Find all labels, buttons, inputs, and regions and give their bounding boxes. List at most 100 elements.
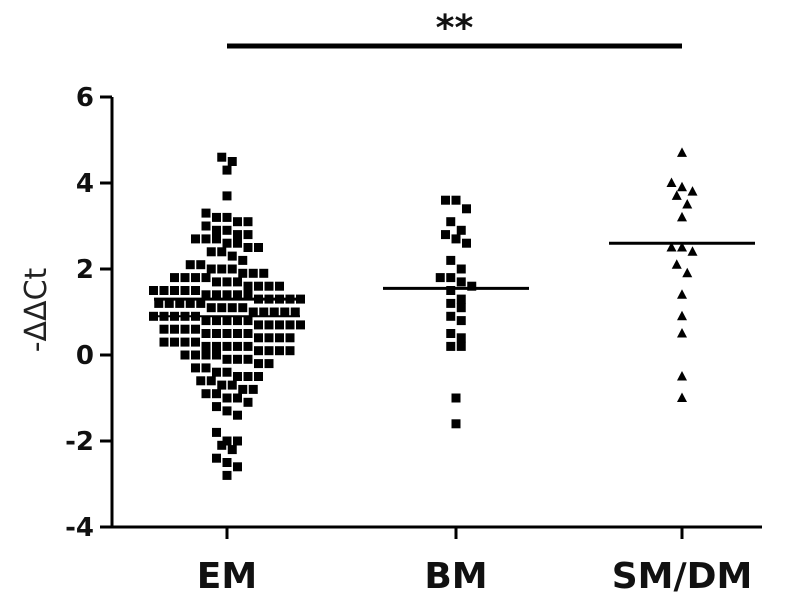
data-point bbox=[170, 337, 179, 347]
data-point bbox=[446, 298, 456, 308]
data-point bbox=[243, 354, 253, 364]
y-tick-label: -4 bbox=[65, 513, 94, 543]
data-point bbox=[275, 333, 284, 343]
data-point bbox=[446, 311, 456, 321]
data-point bbox=[201, 316, 211, 326]
data-point bbox=[222, 341, 232, 351]
data-points bbox=[149, 147, 698, 480]
data-point bbox=[456, 333, 466, 343]
data-point bbox=[185, 260, 195, 270]
y-axis-title: -ΔΔCt bbox=[19, 267, 54, 352]
data-point bbox=[456, 277, 466, 287]
data-point bbox=[217, 264, 227, 274]
x-tick-label: SM/DM bbox=[612, 556, 753, 597]
data-point bbox=[206, 247, 216, 257]
data-point bbox=[233, 238, 242, 248]
data-point bbox=[451, 195, 461, 205]
median-lines bbox=[154, 241, 755, 318]
data-point bbox=[248, 307, 258, 317]
data-point bbox=[201, 350, 211, 360]
data-point bbox=[682, 267, 693, 278]
data-point bbox=[212, 290, 221, 300]
data-point bbox=[201, 329, 211, 338]
data-point bbox=[243, 372, 253, 381]
data-point bbox=[222, 277, 232, 287]
data-point bbox=[275, 281, 284, 291]
data-point bbox=[227, 380, 237, 390]
data-point bbox=[180, 350, 190, 360]
data-point bbox=[149, 286, 158, 295]
data-point bbox=[687, 246, 698, 256]
data-point bbox=[175, 298, 185, 308]
data-point bbox=[441, 230, 450, 240]
axes bbox=[100, 95, 762, 539]
data-point bbox=[222, 316, 232, 326]
data-point bbox=[671, 259, 682, 269]
data-point bbox=[222, 393, 232, 403]
data-point bbox=[456, 294, 466, 304]
data-point bbox=[201, 273, 211, 283]
data-point bbox=[456, 341, 466, 351]
data-point bbox=[222, 329, 232, 338]
data-point bbox=[201, 234, 211, 244]
y-tick-label: 0 bbox=[76, 341, 94, 371]
data-point bbox=[280, 307, 290, 317]
data-point bbox=[677, 181, 687, 192]
data-point bbox=[467, 281, 477, 291]
data-point bbox=[227, 251, 237, 261]
data-point bbox=[222, 165, 232, 175]
data-point bbox=[233, 217, 242, 227]
data-point bbox=[217, 440, 227, 450]
data-point bbox=[243, 243, 253, 252]
data-point bbox=[217, 152, 227, 162]
data-point bbox=[446, 329, 456, 338]
data-point bbox=[243, 329, 253, 338]
data-point bbox=[227, 303, 237, 313]
data-point bbox=[285, 333, 295, 343]
data-point bbox=[222, 290, 232, 300]
data-point bbox=[243, 230, 253, 240]
data-point bbox=[233, 290, 242, 300]
data-point bbox=[222, 212, 232, 222]
data-point bbox=[212, 277, 221, 287]
data-point bbox=[212, 389, 221, 399]
data-point bbox=[217, 303, 227, 313]
data-point bbox=[201, 389, 211, 399]
data-point bbox=[243, 341, 253, 351]
data-point bbox=[180, 273, 190, 283]
data-point bbox=[677, 371, 687, 381]
data-point bbox=[264, 359, 274, 369]
data-point bbox=[446, 341, 456, 351]
data-point bbox=[264, 281, 274, 291]
data-point bbox=[227, 445, 237, 455]
data-point bbox=[233, 341, 242, 351]
data-point bbox=[462, 204, 471, 214]
data-point bbox=[462, 238, 471, 248]
data-point bbox=[212, 329, 221, 338]
data-point bbox=[222, 238, 232, 248]
data-point bbox=[285, 346, 295, 356]
data-point bbox=[227, 157, 237, 166]
data-point bbox=[441, 195, 450, 205]
data-point bbox=[206, 303, 216, 313]
data-point bbox=[233, 393, 242, 403]
data-point bbox=[222, 406, 232, 416]
data-point bbox=[191, 234, 200, 244]
data-point bbox=[248, 268, 258, 278]
data-point bbox=[264, 333, 274, 343]
data-point bbox=[191, 324, 200, 334]
data-point bbox=[238, 255, 248, 265]
data-point bbox=[201, 221, 211, 231]
data-point bbox=[677, 328, 687, 338]
data-point bbox=[222, 225, 232, 235]
data-point bbox=[180, 324, 190, 334]
data-point bbox=[275, 320, 284, 330]
data-point bbox=[212, 453, 221, 463]
data-point bbox=[456, 225, 466, 235]
data-point bbox=[446, 273, 456, 283]
data-point bbox=[212, 212, 221, 222]
data-point bbox=[682, 199, 693, 209]
x-tick-label: EM bbox=[197, 556, 257, 597]
data-point bbox=[159, 286, 169, 295]
data-point bbox=[196, 298, 206, 308]
